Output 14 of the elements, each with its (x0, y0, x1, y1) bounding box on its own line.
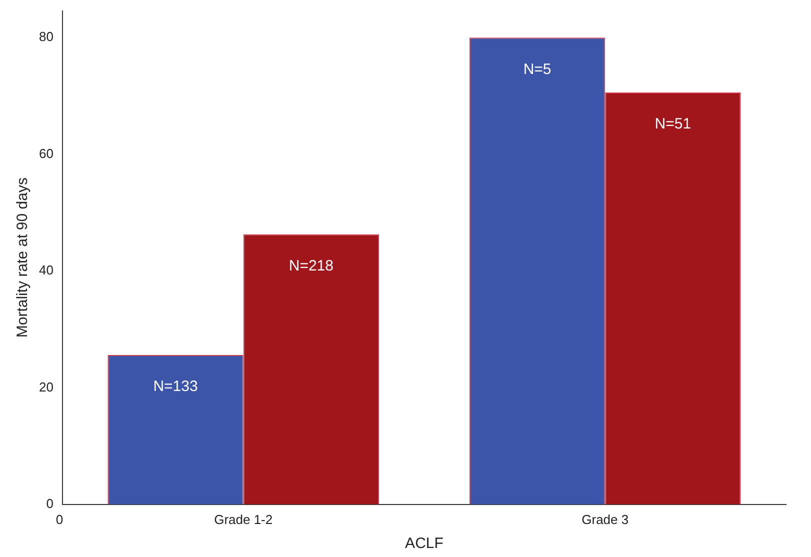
y-tick-label: 0 (46, 496, 54, 511)
text: 0 (56, 512, 64, 527)
y-tick-label: 40 (38, 262, 54, 278)
x-axis-title: ACLF (405, 535, 444, 552)
y-axis-title: Mortality rate at 90 days (14, 178, 32, 338)
annotation: N=133 (153, 378, 198, 396)
y-tick-label: 20 (38, 379, 54, 394)
y-tick-label: 80 (38, 29, 54, 44)
x-tick-label: Grade 3 (582, 512, 629, 527)
annotation: N=5 (523, 60, 552, 78)
annotation: N=51 (654, 116, 692, 133)
x-tick-label: Grade 1-2 (214, 512, 273, 527)
annotation: N=218 (288, 257, 334, 274)
y-tick-label: 60 (38, 146, 54, 161)
